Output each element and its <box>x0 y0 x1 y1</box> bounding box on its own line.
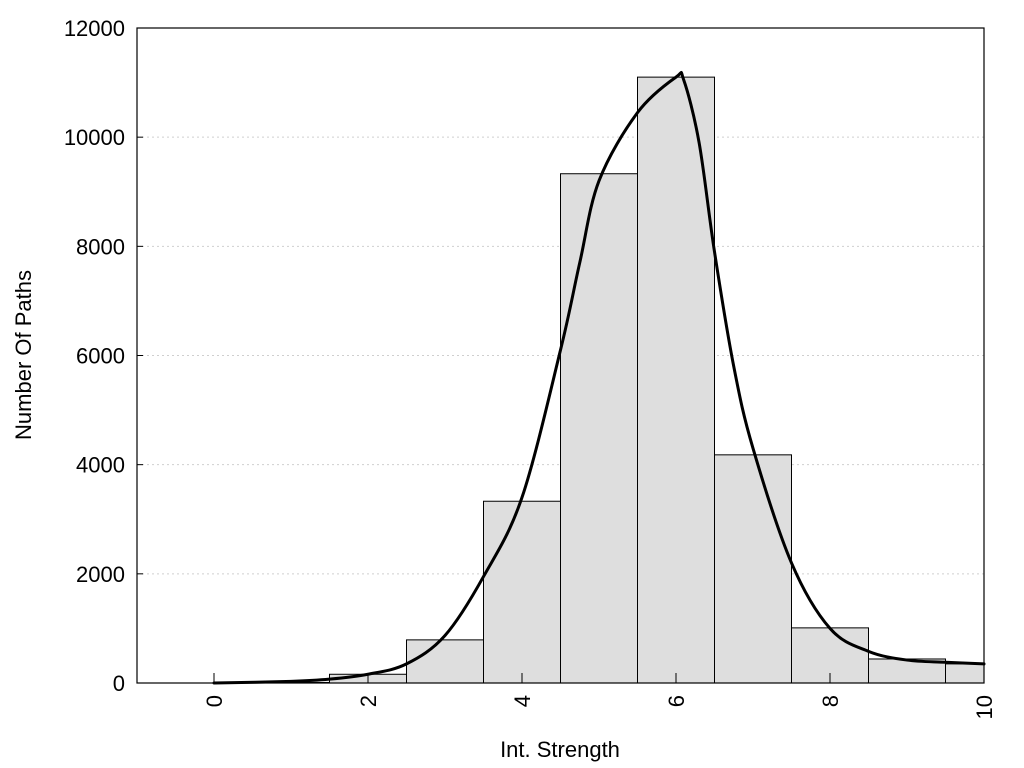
y-tick-label: 8000 <box>76 234 125 259</box>
x-tick-label: 10 <box>972 695 997 719</box>
density-curve <box>212 70 986 685</box>
histogram-bars <box>252 76 985 684</box>
histogram-bar <box>483 500 561 684</box>
y-tick-label: 12000 <box>64 16 125 41</box>
histogram-bar <box>714 454 792 684</box>
x-tick-label: 4 <box>510 695 535 707</box>
y-axis-label: Number Of Paths <box>11 270 36 440</box>
y-tick-label: 0 <box>113 671 125 696</box>
y-tick-label: 6000 <box>76 344 125 369</box>
x-tick-label: 0 <box>202 695 227 707</box>
histogram-bar <box>560 173 638 684</box>
y-tick-label: 2000 <box>76 562 125 587</box>
histogram-bar <box>945 663 985 684</box>
histogram-bar <box>637 76 715 684</box>
x-tick-label: 2 <box>356 695 381 707</box>
y-axis-ticks: 0 2000 4000 6000 8000 10000 12000 <box>64 16 143 696</box>
y-tick-label: 10000 <box>64 125 125 150</box>
y-tick-label: 4000 <box>76 453 125 478</box>
x-axis-ticks: 0 2 4 6 8 10 <box>202 673 997 719</box>
x-tick-label: 6 <box>664 695 689 707</box>
grid-lines <box>137 136 984 575</box>
density-curve-layer <box>212 70 986 685</box>
histogram-bar <box>406 639 484 684</box>
x-axis-label: Int. Strength <box>500 737 620 762</box>
x-tick-label: 8 <box>818 695 843 707</box>
